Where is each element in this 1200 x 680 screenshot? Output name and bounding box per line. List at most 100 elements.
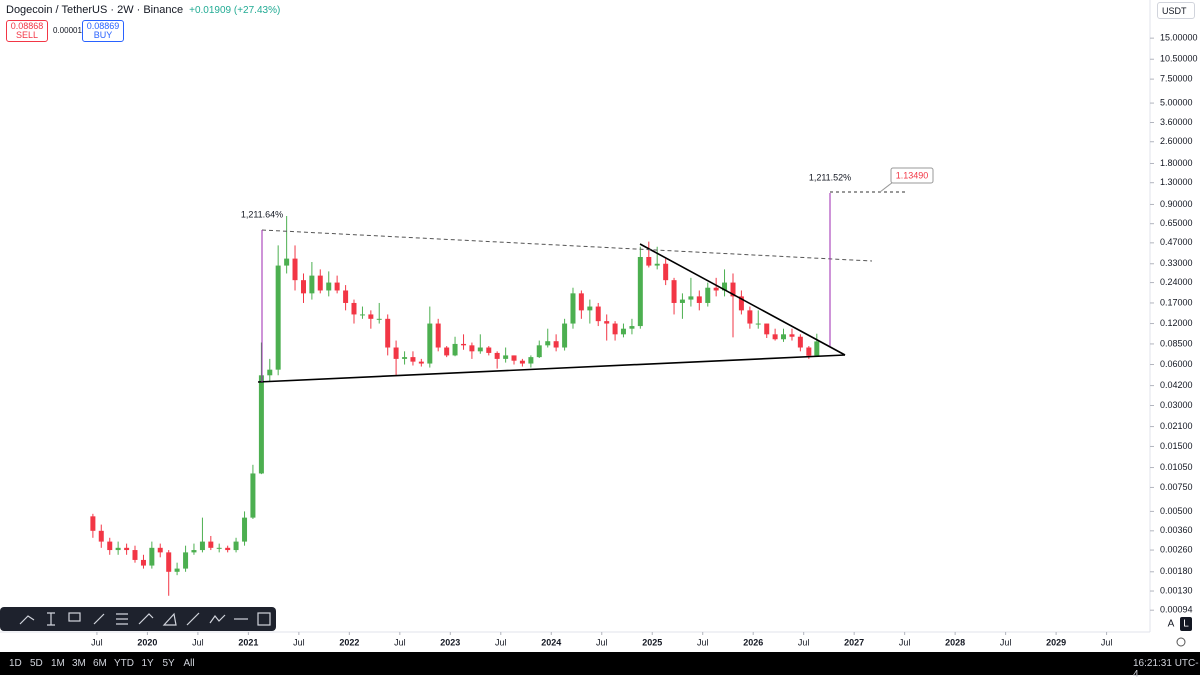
candle-body (216, 547, 222, 549)
tool-icon[interactable] (138, 613, 154, 625)
candle-body (301, 280, 307, 294)
candle-body (351, 302, 357, 315)
candle-body (115, 547, 121, 551)
timeframe-button[interactable]: 1Y (141, 658, 154, 669)
candle-body (671, 280, 677, 303)
candle-body (292, 258, 298, 281)
drawing-toolbar (0, 607, 276, 631)
candle-body (435, 323, 441, 348)
x-tick-label: Jul (1101, 637, 1113, 647)
scale-button-bg[interactable] (1180, 617, 1192, 631)
candle-body (132, 550, 138, 560)
candle-body (772, 334, 778, 340)
candle-body (376, 318, 382, 320)
buy-label: BUY (93, 30, 113, 40)
candle-body (124, 547, 130, 551)
buy-button[interactable]: 0.08869 BUY (82, 20, 124, 42)
candle-body (562, 323, 568, 348)
candle-body (418, 361, 424, 364)
y-tick-label: 0.00360 (1160, 525, 1193, 535)
candle-body (107, 541, 113, 551)
callout-pointer (879, 181, 894, 193)
y-tick-label: 0.00260 (1160, 544, 1193, 554)
settings-icon[interactable] (1176, 637, 1186, 647)
candle-body (780, 334, 786, 340)
x-tick-label: 2026 (743, 637, 763, 647)
tool-icon[interactable] (19, 615, 35, 625)
candle-body (309, 275, 315, 294)
timeframe-button[interactable]: 1D (9, 658, 22, 669)
y-tick-label: 15.00000 (1160, 33, 1198, 43)
y-tick-label: 2.60000 (1160, 136, 1193, 146)
timeframe-button[interactable]: 1M (51, 658, 65, 669)
candle-body (444, 347, 450, 356)
tool-icon[interactable] (186, 612, 200, 626)
tool-icon[interactable] (47, 612, 55, 626)
candle-body (612, 323, 618, 335)
header: Dogecoin / TetherUS · 2W · Binance +0.019… (6, 4, 280, 16)
candle-body (199, 541, 205, 551)
candle-body (469, 345, 475, 352)
y-tick-label: 0.47000 (1160, 237, 1193, 247)
candle-body (511, 355, 517, 361)
candle-body (149, 547, 155, 566)
y-tick-label: 0.12000 (1160, 318, 1193, 328)
x-tick-label: 2024 (541, 637, 561, 647)
tool-icon[interactable] (93, 613, 105, 625)
timeframe-button[interactable]: 3M (72, 658, 86, 669)
y-tick-label: 10.50000 (1160, 54, 1198, 64)
chart: 15.00000 10.50000 7.50000 5.00000 3.60000 2.6… (0, 0, 1198, 647)
timeframe-button[interactable]: YTD (114, 658, 134, 669)
y-tick-label: 0.24000 (1160, 277, 1193, 287)
x-tick-label: Jul (596, 637, 608, 647)
candle-body (385, 318, 391, 348)
candle-body (284, 258, 290, 266)
candle-body (233, 541, 239, 551)
candle-body (705, 287, 711, 303)
sell-label: SELL (15, 30, 39, 40)
candle-body (637, 256, 643, 327)
measure-label: 1,211.52% (809, 172, 851, 182)
candle-body (519, 360, 525, 364)
candle-body (536, 345, 542, 358)
y-tick-label: 0.02100 (1160, 421, 1193, 431)
clock: 16:21:31 UTC-4 (1133, 658, 1199, 680)
timeframe-button[interactable]: 5Y (162, 658, 175, 669)
scale-button[interactable]: A (1168, 619, 1175, 630)
sell-button[interactable]: 0.08868 SELL (6, 20, 48, 42)
y-tick-label: 0.01500 (1160, 441, 1193, 451)
y-tick-label: 0.04200 (1160, 380, 1193, 390)
candle-body (620, 328, 626, 335)
timeframe-button[interactable]: 5D (30, 658, 43, 669)
candle-body (359, 314, 365, 316)
tool-icon[interactable] (162, 612, 177, 626)
scale-button[interactable]: L (1183, 619, 1189, 630)
x-tick-label: Jul (899, 637, 911, 647)
y-tick-label: 0.17000 (1160, 297, 1193, 307)
candle-body (174, 568, 180, 572)
measure-label: 1,211.64% (241, 209, 283, 219)
change: +0.01909 (+27.43%) (189, 5, 281, 16)
tool-icon[interactable] (209, 614, 226, 624)
timeframe-button[interactable]: 6M (93, 658, 107, 669)
candle-body (755, 323, 761, 325)
tool-icon[interactable] (68, 612, 81, 622)
x-tick-label: 2023 (440, 637, 460, 647)
y-tick-label: 0.00500 (1160, 506, 1193, 516)
x-tick-label: 2020 (137, 637, 157, 647)
y-tick-label: 3.60000 (1160, 117, 1193, 127)
candle-body (587, 306, 593, 311)
candle-body (570, 293, 576, 324)
timeframe-button[interactable]: All (183, 658, 195, 669)
candle-body (461, 343, 467, 346)
y-tick-label: 0.03000 (1160, 400, 1193, 410)
y-tick-label: 0.00180 (1160, 566, 1193, 576)
y-tick-label: 0.06000 (1160, 359, 1193, 369)
tool-icon[interactable] (257, 612, 271, 626)
tool-icon[interactable] (116, 613, 128, 625)
x-tick-label: 2027 (844, 637, 864, 647)
candle-body (595, 306, 601, 322)
candle-body (679, 299, 685, 303)
currency-select[interactable]: USDT (1157, 2, 1195, 19)
